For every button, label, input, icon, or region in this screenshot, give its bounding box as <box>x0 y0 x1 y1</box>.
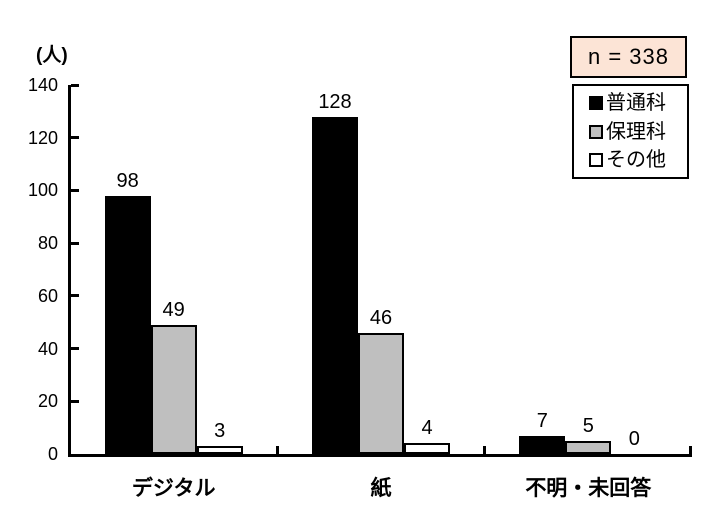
y-tick-label: 0 <box>47 444 58 464</box>
y-axis-tick <box>71 241 79 245</box>
sample-size-box: n = 338 <box>570 36 687 78</box>
legend-label: 保理科 <box>606 120 666 143</box>
y-axis-tick <box>71 399 79 403</box>
bar <box>404 443 450 454</box>
legend-swatch-icon <box>589 152 603 167</box>
bar <box>104 195 151 454</box>
x-axis-tick <box>483 446 487 454</box>
x-axis-line <box>68 454 692 457</box>
bar-value-label: 4 <box>421 417 433 440</box>
legend-item: 保理科 <box>589 121 687 143</box>
y-axis-tick <box>71 188 79 192</box>
x-axis-category-label: 不明・未回答 <box>525 477 652 500</box>
legend: 普通科 保理科 その他 <box>572 84 689 179</box>
y-tick-label: 100 <box>27 180 58 201</box>
x-axis-category-label: 紙 <box>370 477 392 500</box>
bar <box>196 446 243 454</box>
legend-item: 普通科 <box>589 92 687 114</box>
x-axis-tick <box>689 446 692 454</box>
bar-value-label: 5 <box>582 414 594 437</box>
bar <box>358 332 404 454</box>
sample-size-text: n = 338 <box>587 44 669 69</box>
x-axis-category-label: デジタル <box>131 477 216 500</box>
y-tick-label: 40 <box>37 338 58 359</box>
bar-value-label: 0 <box>628 428 640 450</box>
y-axis-tick <box>71 294 79 298</box>
bar <box>519 435 566 454</box>
x-axis-tick <box>275 446 279 454</box>
bar <box>150 324 197 454</box>
bar <box>565 440 612 454</box>
legend-swatch-icon <box>589 124 603 139</box>
legend-label: その他 <box>606 148 666 171</box>
y-axis-line <box>68 85 71 457</box>
bar <box>312 116 358 454</box>
legend-item: その他 <box>589 149 687 171</box>
y-axis-title: (人) <box>36 45 68 66</box>
bar-value-label: 128 <box>318 90 352 113</box>
y-tick-label: 80 <box>37 233 58 254</box>
bar-value-label: 49 <box>162 298 185 321</box>
bar-value-label: 98 <box>116 169 139 192</box>
bar-value-label: 3 <box>214 420 226 443</box>
bar-value-label: 7 <box>536 409 548 432</box>
legend-label: 普通科 <box>606 92 666 115</box>
y-axis-tick <box>71 347 79 351</box>
bar-value-label: 46 <box>369 306 393 329</box>
y-tick-label: 120 <box>27 127 58 148</box>
y-tick-label: 20 <box>37 391 58 412</box>
legend-swatch-icon <box>589 96 603 111</box>
y-axis-tick <box>71 136 79 140</box>
y-axis-tick <box>71 83 79 87</box>
y-tick-label: 140 <box>27 75 58 95</box>
y-tick-label: 60 <box>37 285 58 306</box>
